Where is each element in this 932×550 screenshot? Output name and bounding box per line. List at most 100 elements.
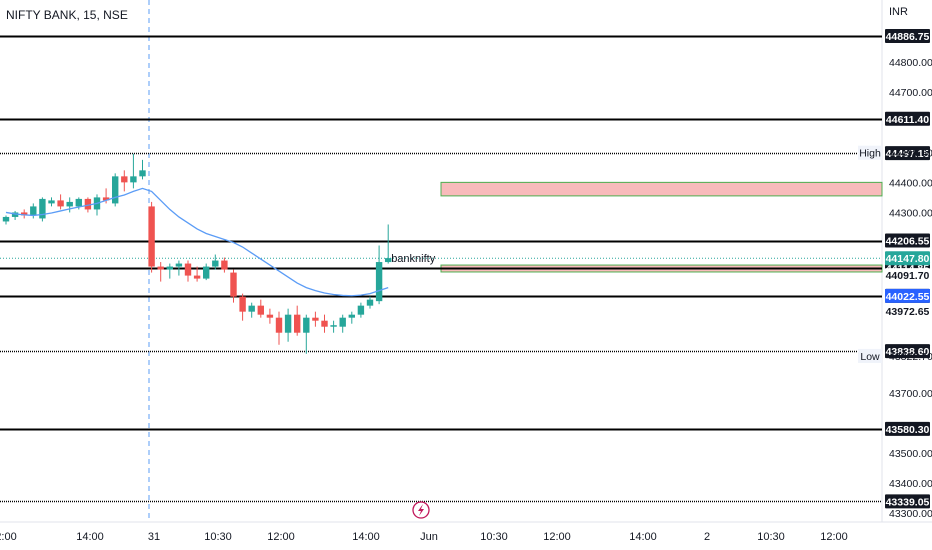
level-tag-label: 43339.05 [886,496,930,508]
level-tag [885,344,930,359]
candle-body [303,317,310,333]
price-tick-label: 44400.00 [889,177,932,189]
candle-body [321,320,328,327]
low-value-label: 43822.70 [889,351,932,363]
level-tag [885,29,930,43]
price-tick-label: 44800.00 [889,57,932,69]
candle-body [248,305,255,312]
time-tick-label: 31 [148,531,160,543]
high-label: High [859,148,881,160]
candle-body [21,212,28,216]
lightning-icon [412,501,430,519]
level-tag-label: 44886.75 [886,31,930,43]
time-tick-label: Jun [420,531,438,543]
price-tick-label: 44300.00 [889,207,932,219]
time-tick-label: 2 [704,531,710,543]
high-value-label: 44498.60 [889,148,932,160]
candle-body [139,170,146,177]
time-tick-label: 10:30 [757,531,785,543]
lightning-icon-bolt [418,504,424,516]
candle-body [203,266,210,279]
candle-body [130,176,137,183]
candle-body [102,197,110,201]
level-tag [885,494,930,509]
low-badge [858,348,882,363]
time-tick-label: 14:00 [352,531,380,543]
candle-body [275,317,283,333]
time-tick-label: 10:30 [480,531,508,543]
time-tick-label: 12:00 [267,531,295,543]
zone-box [440,181,883,197]
time-tick-label: 12:00 [820,531,848,543]
low-label: Low [860,351,880,363]
symbol-title[interactable]: NIFTY BANK, 15, NSE [6,8,128,22]
level-tag-label: 43580.30 [886,424,930,436]
candle-body [330,325,337,327]
candle-body [2,216,10,222]
candle-body [212,260,219,267]
time-tick-label: 10:30 [204,531,232,543]
candle-body [39,198,46,219]
candle-body [184,263,192,276]
candle-body [375,262,383,302]
level-tag [885,233,930,248]
candle-body [357,305,365,315]
candle-body [312,317,319,321]
level-tag [885,421,930,436]
moving-average-line [5,187,389,297]
price-tick-label: 43400.00 [889,478,932,490]
level-tag-label: 43838.60 [886,346,930,358]
candle-body [30,206,37,216]
price-tag [885,268,930,283]
high-badge [858,145,882,160]
candle-body [266,314,274,318]
price-tick-label: 43500.00 [889,448,932,460]
candle-body [257,305,264,315]
level-tag-label: 44497.15 [886,148,930,160]
time-tick-label: 14:00 [76,531,104,543]
price-tag [885,251,930,266]
level-tag [885,111,930,126]
level-tag-label: 44611.40 [886,114,929,126]
currency-label: INR [889,6,908,18]
candle-body [166,266,173,270]
price-tag-label: 44091.70 [886,270,930,282]
candle-body [11,212,19,217]
candle-body [157,266,164,270]
candle-body [112,176,119,204]
candle-body [239,296,246,312]
candle-body [75,198,82,207]
price-tick-label: 43700.00 [889,388,932,400]
candle-body [348,314,355,318]
candle-body [121,176,128,183]
price-tick-label: 43300.00 [889,508,932,520]
candle-body [339,317,346,327]
candle-body [366,299,374,306]
candle-body [66,201,73,207]
level-tag-label: 44206.55 [886,236,930,248]
price-tag [885,288,930,303]
time-tick-label: 14:00 [629,531,657,543]
candle-body [175,263,183,267]
time-tick-label: 2:00 [0,531,17,543]
price-tag [885,303,930,318]
candle-body [57,200,64,207]
time-tick-label: 12:00 [543,531,571,543]
price-tag-label: 44022.55 [886,291,930,303]
candle-body [84,198,92,210]
candle-body [230,272,237,297]
price-tick-label: 44700.00 [889,87,932,99]
candle-body [284,314,292,333]
candle-body [221,260,228,270]
candle-body [294,314,301,333]
candle-body [385,258,392,263]
level-tag [885,146,930,161]
candle-body [48,200,55,204]
candle-body [193,275,201,279]
price-tag-label: 44147.80 [886,253,930,265]
banknifty-annotation: banknifty [391,253,436,265]
candle-body [148,206,155,267]
